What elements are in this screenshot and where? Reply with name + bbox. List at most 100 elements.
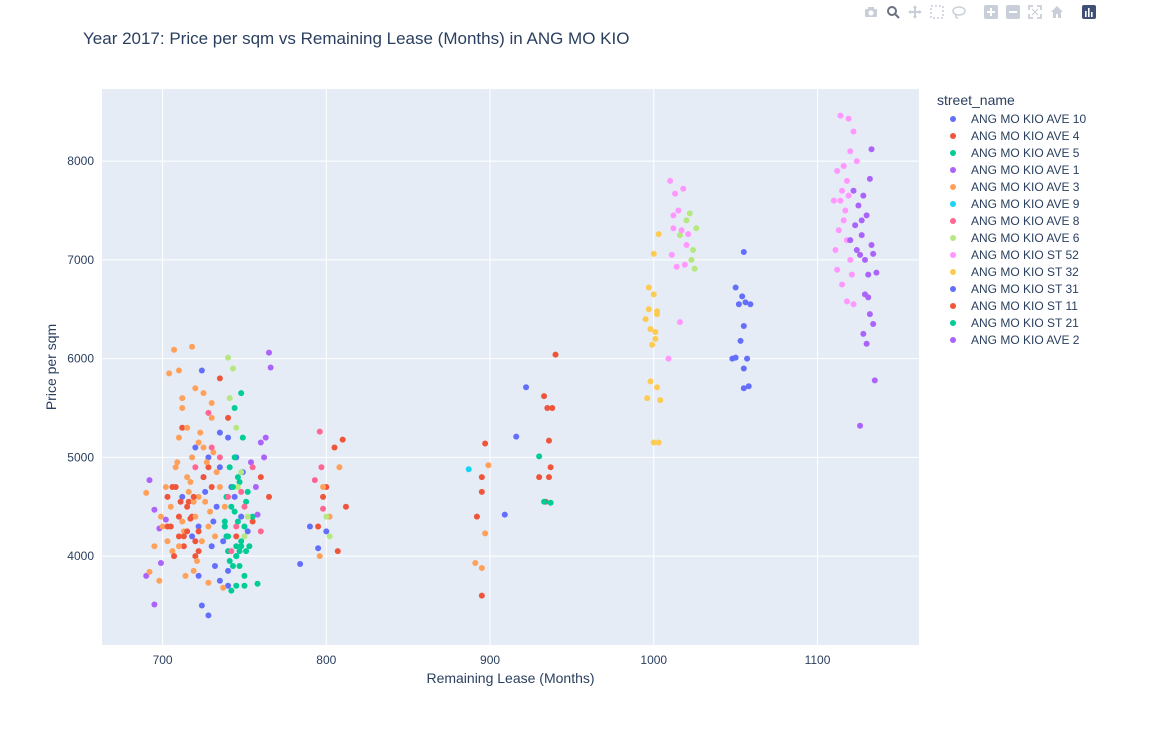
- data-point[interactable]: [202, 498, 209, 505]
- data-point[interactable]: [465, 466, 472, 473]
- data-point[interactable]: [233, 533, 240, 540]
- data-point[interactable]: [244, 488, 251, 495]
- data-point[interactable]: [167, 503, 174, 510]
- data-point[interactable]: [855, 202, 862, 209]
- data-point[interactable]: [261, 454, 268, 461]
- data-point[interactable]: [205, 579, 212, 586]
- data-point[interactable]: [207, 508, 214, 515]
- data-point[interactable]: [860, 330, 867, 337]
- data-point[interactable]: [320, 493, 327, 500]
- data-point[interactable]: [860, 192, 867, 199]
- data-point[interactable]: [151, 543, 158, 550]
- legend-item[interactable]: ANG MO KIO AVE 2: [950, 333, 1080, 347]
- data-point[interactable]: [873, 269, 880, 276]
- autoscale-icon[interactable]: [1026, 3, 1044, 21]
- legend-item[interactable]: ANG MO KIO ST 52: [950, 248, 1079, 262]
- reset-axes-icon[interactable]: [1048, 3, 1066, 21]
- data-point[interactable]: [198, 602, 205, 609]
- data-point[interactable]: [541, 393, 548, 400]
- data-point[interactable]: [870, 250, 877, 257]
- data-point[interactable]: [192, 513, 199, 520]
- data-point[interactable]: [320, 483, 327, 490]
- data-point[interactable]: [180, 533, 187, 540]
- data-point[interactable]: [233, 523, 240, 530]
- data-point[interactable]: [865, 271, 872, 278]
- data-point[interactable]: [190, 498, 197, 505]
- data-point[interactable]: [857, 422, 864, 429]
- data-point[interactable]: [678, 227, 685, 234]
- data-point[interactable]: [238, 513, 245, 520]
- data-point[interactable]: [182, 572, 189, 579]
- data-point[interactable]: [863, 212, 870, 219]
- data-point[interactable]: [143, 572, 150, 579]
- data-point[interactable]: [740, 365, 747, 372]
- data-point[interactable]: [680, 185, 687, 192]
- data-point[interactable]: [216, 429, 223, 436]
- data-point[interactable]: [226, 558, 233, 565]
- data-point[interactable]: [834, 167, 841, 174]
- data-point[interactable]: [229, 562, 236, 569]
- data-point[interactable]: [536, 453, 543, 460]
- data-point[interactable]: [244, 513, 251, 520]
- data-point[interactable]: [226, 395, 233, 402]
- data-point[interactable]: [241, 503, 248, 510]
- data-point[interactable]: [547, 464, 554, 471]
- data-point[interactable]: [195, 523, 202, 530]
- data-point[interactable]: [233, 582, 240, 589]
- data-point[interactable]: [200, 444, 207, 451]
- data-point[interactable]: [157, 560, 164, 567]
- data-point[interactable]: [544, 404, 551, 411]
- data-point[interactable]: [216, 483, 223, 490]
- data-point[interactable]: [187, 515, 194, 522]
- data-point[interactable]: [143, 489, 150, 496]
- legend-item[interactable]: ANG MO KIO AVE 4: [950, 129, 1080, 143]
- data-point[interactable]: [179, 404, 186, 411]
- data-point[interactable]: [234, 518, 241, 525]
- data-point[interactable]: [336, 464, 343, 471]
- data-point[interactable]: [472, 560, 479, 567]
- data-point[interactable]: [177, 498, 184, 505]
- data-point[interactable]: [323, 513, 330, 520]
- data-point[interactable]: [208, 543, 215, 550]
- data-point[interactable]: [216, 464, 223, 471]
- data-point[interactable]: [306, 523, 313, 530]
- data-point[interactable]: [830, 197, 837, 204]
- data-point[interactable]: [236, 479, 243, 486]
- data-point[interactable]: [868, 146, 875, 153]
- data-point[interactable]: [205, 612, 212, 619]
- data-point[interactable]: [665, 355, 672, 362]
- data-point[interactable]: [241, 533, 248, 540]
- data-point[interactable]: [847, 256, 854, 263]
- data-point[interactable]: [683, 217, 690, 224]
- data-point[interactable]: [216, 454, 223, 461]
- data-point[interactable]: [189, 533, 196, 540]
- data-point[interactable]: [231, 454, 238, 461]
- data-point[interactable]: [311, 477, 318, 484]
- data-point[interactable]: [195, 493, 202, 500]
- data-point[interactable]: [478, 474, 485, 481]
- data-point[interactable]: [832, 246, 839, 253]
- data-point[interactable]: [331, 444, 338, 451]
- data-point[interactable]: [334, 548, 341, 555]
- data-point[interactable]: [642, 316, 649, 323]
- data-point[interactable]: [192, 444, 199, 451]
- legend-item[interactable]: ANG MO KIO AVE 10: [950, 112, 1086, 126]
- data-point[interactable]: [871, 377, 878, 384]
- data-point[interactable]: [225, 582, 232, 589]
- data-point[interactable]: [863, 340, 870, 347]
- data-point[interactable]: [195, 528, 202, 535]
- data-point[interactable]: [257, 474, 264, 481]
- data-point[interactable]: [670, 225, 677, 232]
- data-point[interactable]: [164, 538, 171, 545]
- data-point[interactable]: [870, 321, 877, 328]
- data-point[interactable]: [216, 375, 223, 382]
- data-point[interactable]: [179, 518, 186, 525]
- legend-item[interactable]: ANG MO KIO ST 32: [950, 265, 1079, 279]
- data-point[interactable]: [171, 553, 178, 560]
- data-point[interactable]: [179, 424, 186, 431]
- data-point[interactable]: [175, 434, 182, 441]
- data-point[interactable]: [686, 210, 693, 217]
- data-point[interactable]: [649, 341, 656, 348]
- data-point[interactable]: [146, 568, 153, 575]
- data-point[interactable]: [652, 335, 659, 342]
